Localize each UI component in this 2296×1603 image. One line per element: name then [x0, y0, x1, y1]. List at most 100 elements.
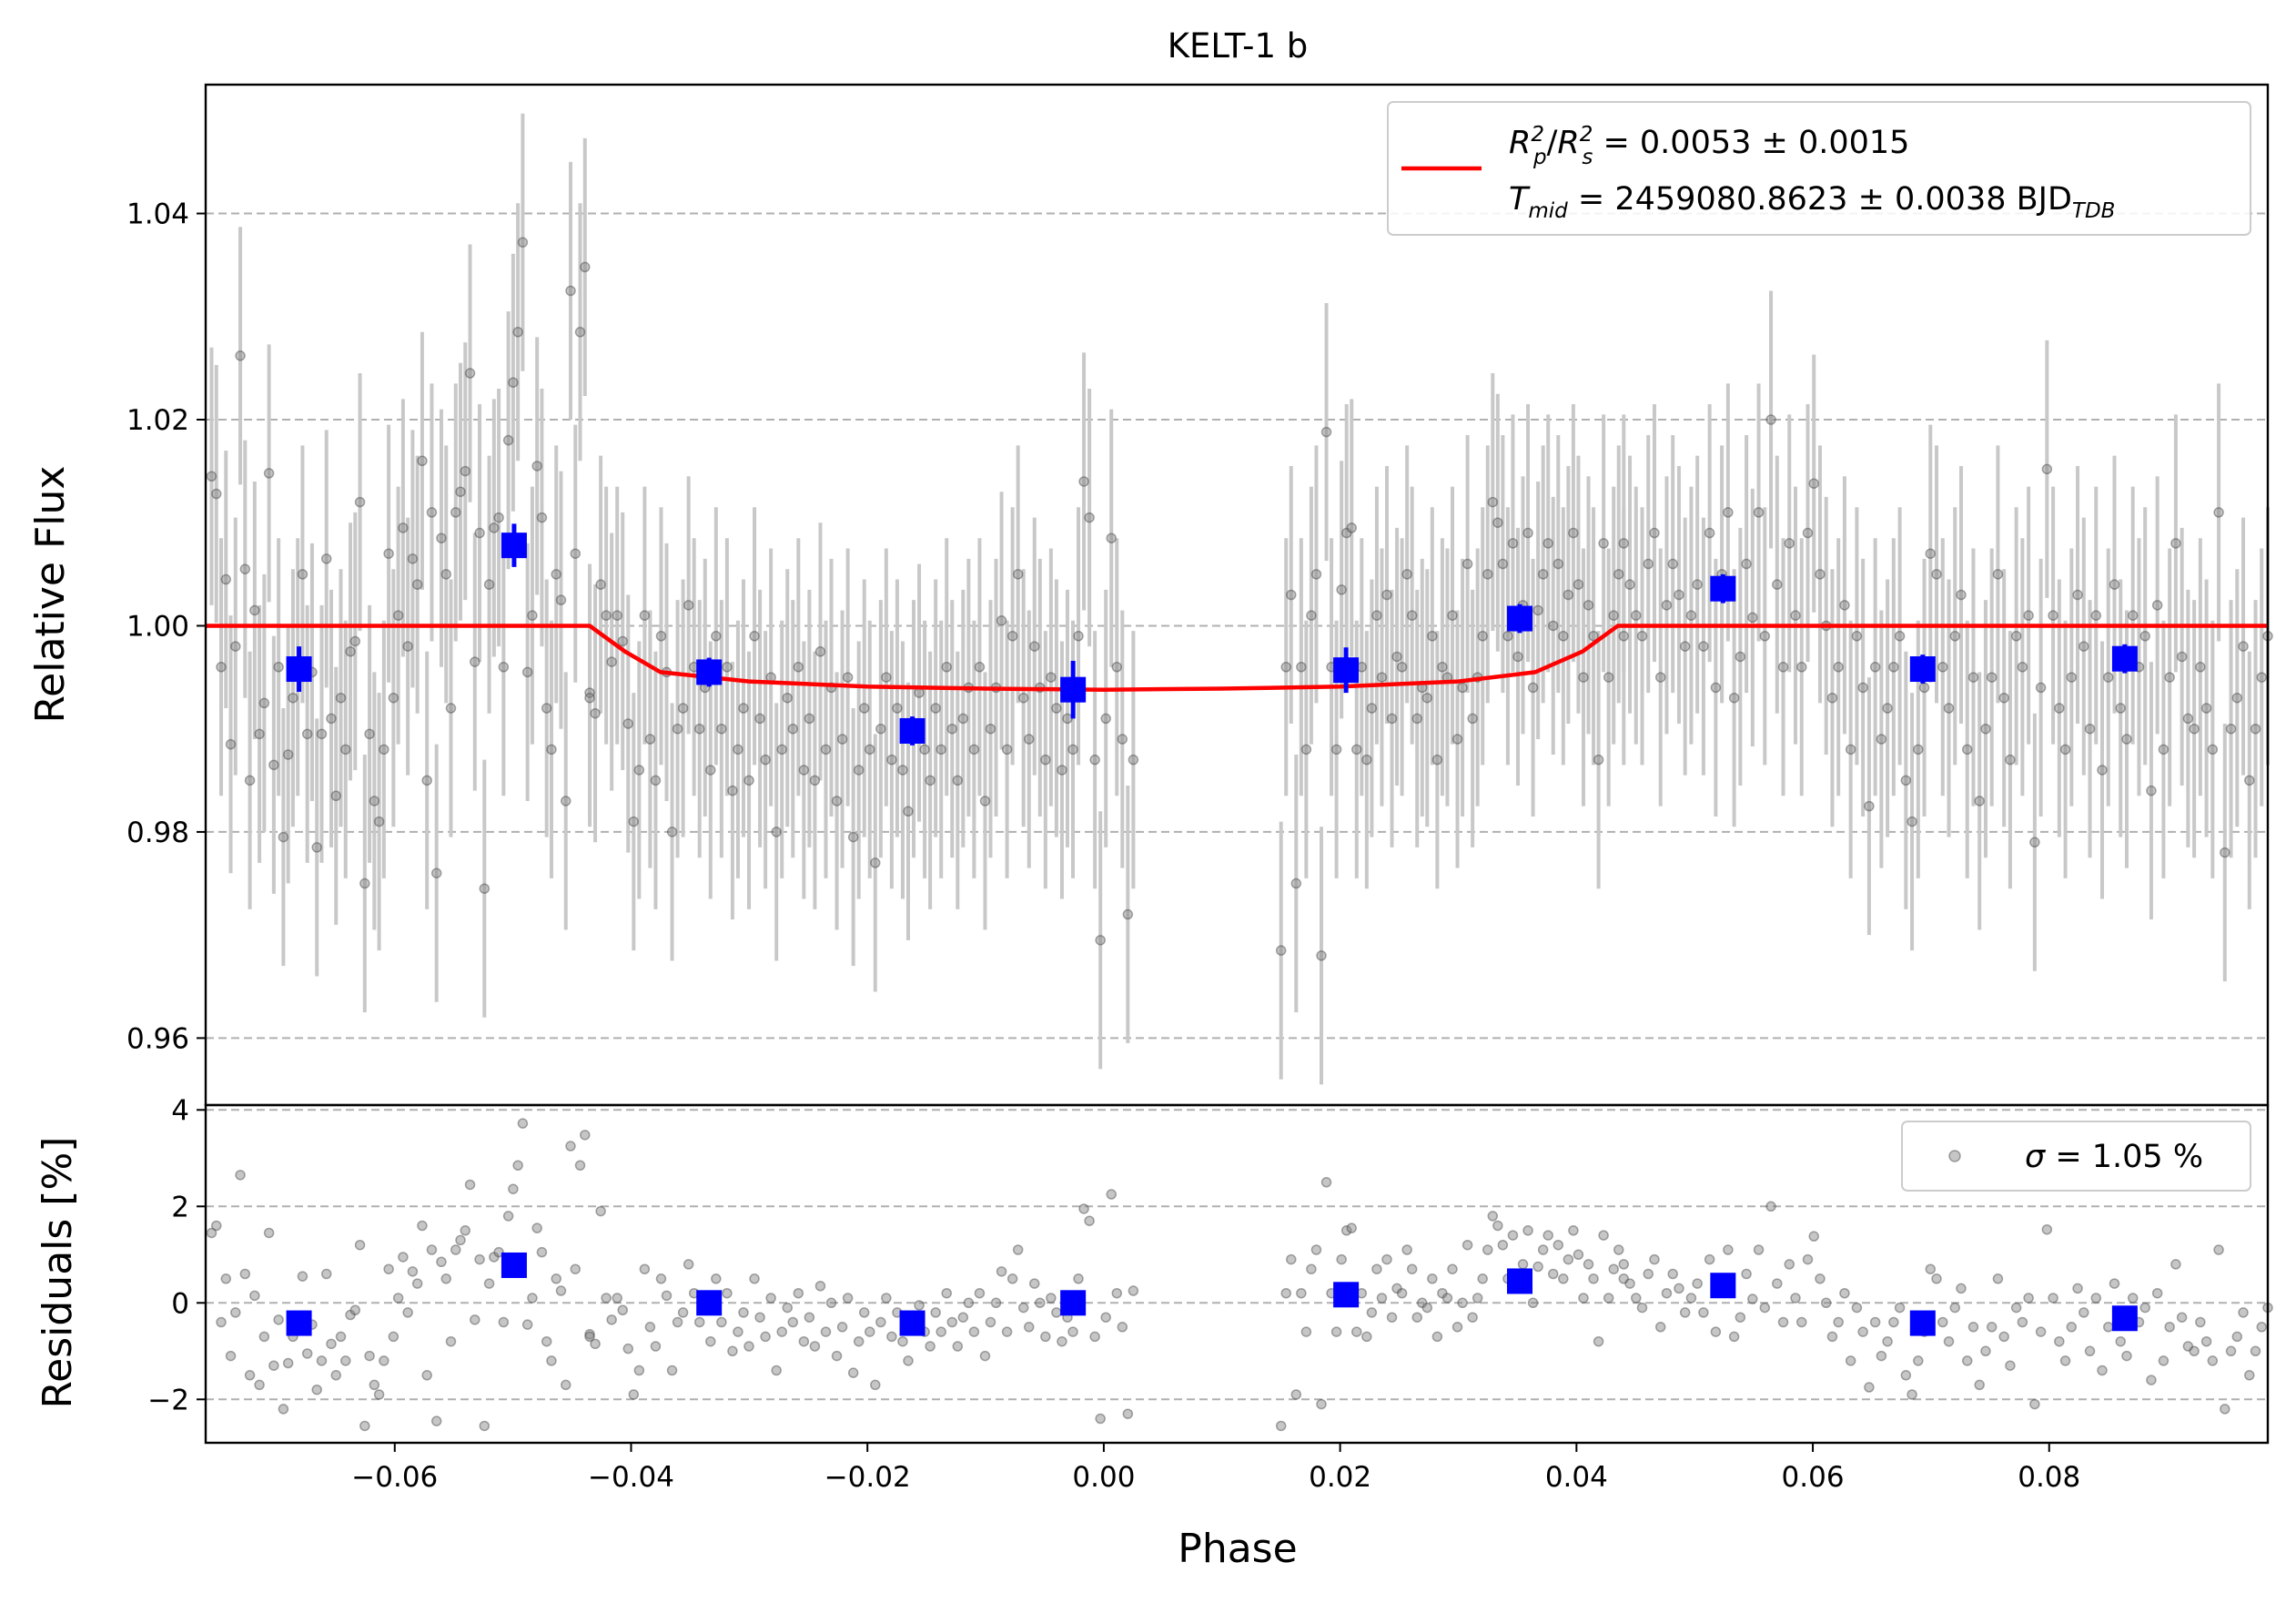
data-point — [1937, 662, 1948, 673]
residual-point — [1306, 1263, 1317, 1274]
residual-point — [1894, 1302, 1906, 1314]
data-point — [1765, 414, 1776, 425]
residual-point — [493, 1246, 504, 1258]
residual-point — [489, 1252, 500, 1263]
data-point — [1447, 610, 1458, 621]
data-point — [787, 723, 799, 735]
data-point — [836, 734, 848, 745]
data-point — [2084, 723, 2096, 735]
residual-point — [1667, 1268, 1678, 1280]
data-point — [517, 237, 529, 248]
data-point — [1643, 558, 1654, 570]
data-point — [364, 728, 375, 740]
residual-point — [1006, 1273, 1018, 1284]
data-point — [464, 368, 476, 379]
data-point — [2035, 682, 2047, 694]
data-point — [2059, 744, 2071, 756]
residual-point — [1882, 1335, 1893, 1347]
residual-point — [383, 1263, 394, 1274]
data-point — [1306, 610, 1317, 621]
data-point — [716, 723, 727, 735]
data-point — [330, 790, 342, 802]
residual-point — [820, 1326, 832, 1337]
residual-point — [1017, 1302, 1029, 1314]
data-point — [820, 744, 832, 756]
residual-point — [1864, 1382, 1875, 1393]
residual-point — [2010, 1302, 2022, 1314]
residual-point — [1900, 1370, 1912, 1381]
residual-point — [1578, 1293, 1589, 1304]
data-point — [1894, 631, 1906, 642]
residual-point — [1128, 1285, 1139, 1296]
data-point — [782, 692, 793, 704]
data-point — [1636, 631, 1648, 642]
residual-point — [1573, 1249, 1584, 1261]
binned-point — [696, 659, 723, 685]
data-point — [957, 713, 969, 725]
data-point — [512, 327, 523, 338]
residual-point — [2054, 1335, 2065, 1347]
residual-point — [1661, 1287, 1673, 1299]
data-point — [1888, 662, 1899, 673]
data-point — [738, 703, 749, 714]
data-point — [1588, 631, 1599, 642]
bottom-legend-box — [1901, 1121, 2251, 1192]
data-point — [498, 662, 510, 673]
data-point — [1568, 527, 1579, 539]
residual-binned-point — [286, 1310, 312, 1336]
data-point — [612, 610, 622, 621]
data-point — [383, 548, 394, 559]
data-point — [1117, 734, 1128, 745]
residual-point — [1067, 1326, 1078, 1337]
residual-points — [206, 1118, 2273, 1432]
residual-point — [1723, 1244, 1734, 1255]
residual-point — [426, 1244, 438, 1255]
data-point — [1106, 533, 1117, 543]
residual-point — [2103, 1322, 2114, 1333]
residual-point — [206, 1227, 217, 1239]
residual-point — [326, 1338, 337, 1350]
residual-point — [936, 1326, 946, 1337]
residual-point — [1340, 1225, 1352, 1236]
residual-point — [798, 1335, 810, 1347]
residual-point — [464, 1179, 476, 1191]
residual-point — [716, 1316, 727, 1328]
data-point — [754, 713, 765, 725]
data-point — [1296, 662, 1307, 673]
data-point — [886, 754, 897, 766]
data-point — [2244, 775, 2255, 786]
residual-point — [2207, 1355, 2219, 1366]
residual-point — [320, 1268, 332, 1280]
residual-point — [2231, 1331, 2243, 1343]
data-point — [2220, 847, 2230, 858]
residual-point — [2084, 1345, 2096, 1357]
residual-point — [1735, 1312, 1746, 1323]
data-point — [804, 713, 815, 725]
residual-point — [345, 1309, 356, 1321]
data-point — [1046, 672, 1057, 683]
data-point — [1784, 538, 1795, 549]
residual-point — [836, 1322, 848, 1333]
data-point — [1462, 558, 1473, 570]
data-point — [2207, 744, 2219, 756]
data-point — [1578, 672, 1589, 683]
data-point — [1925, 548, 1937, 559]
data-point — [722, 662, 733, 673]
data-point — [622, 718, 634, 729]
residual-point — [782, 1302, 793, 1314]
data-point — [1839, 600, 1850, 611]
data-point — [369, 796, 380, 807]
residual-point — [1477, 1273, 1488, 1284]
data-point — [1992, 569, 2004, 580]
data-point — [2256, 672, 2268, 683]
data-point — [1411, 713, 1422, 725]
residual-point — [1636, 1302, 1648, 1314]
residual-point — [2090, 1293, 2102, 1304]
residual-point — [1487, 1211, 1499, 1222]
data-point — [842, 672, 854, 683]
residual-point — [1462, 1239, 1473, 1251]
data-point — [1790, 610, 1801, 621]
binned-point — [1710, 575, 1736, 602]
residual-point — [809, 1341, 821, 1352]
residual-point — [216, 1316, 227, 1328]
